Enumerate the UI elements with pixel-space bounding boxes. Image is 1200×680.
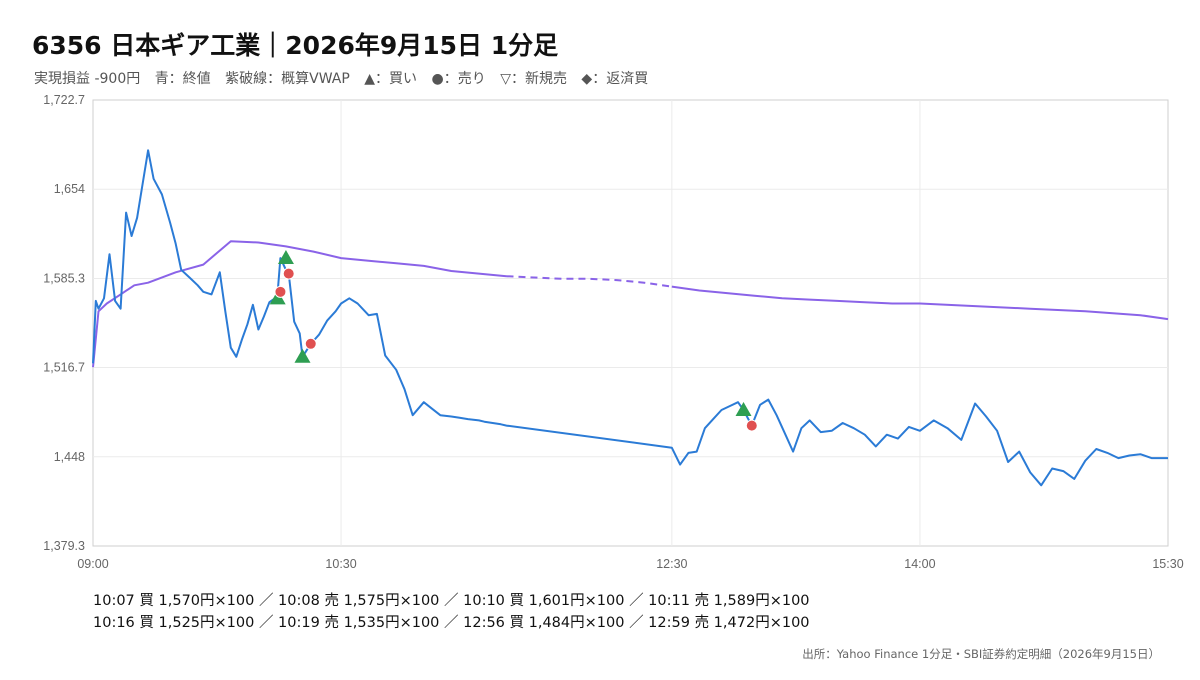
legend: 実現損益 -900円 青：終値 紫破線：概算VWAP ▲：買い ●：売り ▽：新… [34,68,658,88]
sell-marker [282,267,295,280]
source-note: 出所：Yahoo Finance 1分足・SBI証券約定明細（2026年9月15… [802,647,1160,661]
x-tick-label: 10:30 [325,557,356,571]
vwap-line-lunch [506,275,672,288]
y-tick-label: 1,516.7 [43,361,85,375]
buy-marker [294,348,311,363]
x-tick-label: 12:30 [656,557,687,571]
sell-marker [304,337,317,350]
vwap-line-afternoon [671,285,1169,321]
vwap-line-morning [92,240,507,368]
x-tick-label: 15:30 [1152,557,1183,571]
legend-pnl: 実現損益 -900円 [34,71,141,87]
y-tick-label: 1,722.7 [43,93,85,107]
y-tick-label: 1,379.3 [43,539,85,553]
sell-marker [274,285,287,298]
legend-close: 青：終値 [154,71,211,87]
y-tick-label: 1,448 [54,450,85,464]
legend-sell: ●：売り [431,71,486,87]
trade-list: 10:07 買 1,570円×100 ／ 10:08 売 1,575円×100 … [93,590,810,634]
trade-line-1: 10:07 買 1,570円×100 ／ 10:08 売 1,575円×100 … [93,593,810,609]
close-price-line [92,149,1168,487]
legend-buy: ▲：買い [364,71,418,87]
legend-vwap: 紫破線：概算VWAP [225,71,350,87]
buy-marker [269,290,286,305]
x-tick-label: 14:00 [904,557,935,571]
y-tick-label: 1,585.3 [43,271,85,285]
x-tick-label: 09:00 [77,557,108,571]
buy-marker [735,402,752,417]
sell-marker [745,419,758,432]
legend-short: ▽：新規売 [500,71,567,87]
trade-line-2: 10:16 買 1,525円×100 ／ 10:19 売 1,535円×100 … [93,615,810,631]
chart-title: 6356 日本ギア工業｜2026年9月15日 1分足 [32,31,559,60]
legend-cover: ◆：返済買 [581,71,649,87]
plot-frame [92,99,1169,547]
y-tick-label: 1,654 [54,182,85,196]
buy-marker [277,250,294,265]
